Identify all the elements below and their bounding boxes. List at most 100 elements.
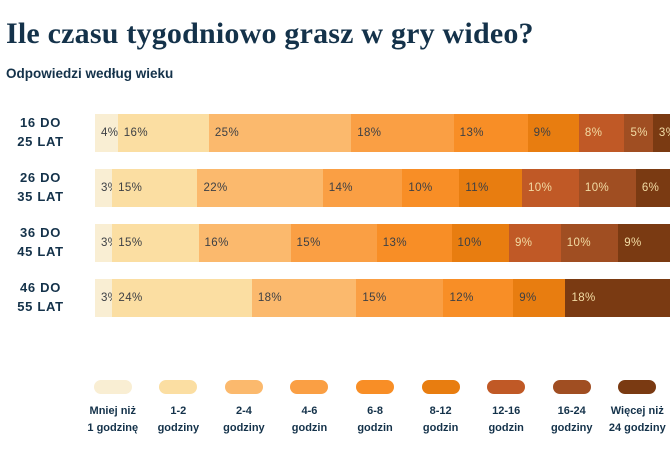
legend-label-line: godziny xyxy=(158,420,200,437)
legend-swatch xyxy=(618,380,656,394)
segment-value-label: 9% xyxy=(618,237,641,249)
segment-value-label: 18% xyxy=(565,292,595,304)
bar-segment: 13% xyxy=(454,114,528,152)
legend-swatch xyxy=(356,380,394,394)
legend-swatch xyxy=(159,380,197,394)
bar-segment: 8% xyxy=(579,114,625,152)
bar-segment: 18% xyxy=(252,279,357,317)
legend-label-line: 6-8 xyxy=(357,403,392,420)
age-group-label-line: 45 LAT xyxy=(17,243,64,262)
segment-value-label: 4% xyxy=(95,127,118,139)
segment-value-label: 10% xyxy=(522,182,552,194)
age-group-label-line: 55 LAT xyxy=(17,298,64,317)
segment-value-label: 10% xyxy=(561,237,591,249)
legend-label-line: godziny xyxy=(551,420,593,437)
segment-value-label: 15% xyxy=(112,182,142,194)
legend-label-line: godziny xyxy=(223,420,265,437)
bar-segment: 18% xyxy=(351,114,453,152)
bar-segment: 24% xyxy=(112,279,251,317)
bar-segment: 3% xyxy=(653,114,670,152)
age-group-label-line: 36 DO xyxy=(20,224,61,243)
bar-segment: 10% xyxy=(452,224,510,262)
segment-value-label: 15% xyxy=(291,237,321,249)
segment-value-label: 24% xyxy=(112,292,142,304)
bar-segment: 3% xyxy=(95,224,112,262)
stacked-bar: 4%16%25%18%13%9%8%5%3% xyxy=(95,114,670,152)
bar-segment: 14% xyxy=(323,169,403,207)
age-group-label-line: 35 LAT xyxy=(17,188,64,207)
segment-value-label: 14% xyxy=(323,182,353,194)
bar-segment: 9% xyxy=(509,224,561,262)
age-group-label-line: 46 DO xyxy=(20,279,61,298)
segment-value-label: 9% xyxy=(509,237,532,249)
bar-segment: 9% xyxy=(528,114,579,152)
segment-value-label: 11% xyxy=(459,182,488,194)
chart-title: Ile czasu tygodniowo grasz w gry wideo? xyxy=(6,17,670,51)
bar-segment: 16% xyxy=(199,224,291,262)
bar-segment: 18% xyxy=(565,279,670,317)
legend-label-line: Mniej niż xyxy=(87,403,138,420)
legend-swatch xyxy=(94,380,132,394)
segment-value-label: 10% xyxy=(579,182,609,194)
age-group-label-line: 25 LAT xyxy=(17,133,64,152)
bar-segment: 9% xyxy=(513,279,565,317)
legend-label-line: godzin xyxy=(423,420,458,437)
bar-segment: 15% xyxy=(291,224,377,262)
stacked-bar: 3%15%16%15%13%10%9%10%9% xyxy=(95,224,670,262)
segment-value-label: 16% xyxy=(199,237,229,249)
legend-label-line: 8-12 xyxy=(423,403,458,420)
legend-label-line: godzin xyxy=(488,420,523,437)
bar-segment: 15% xyxy=(112,224,198,262)
segment-value-label: 9% xyxy=(513,292,536,304)
age-group-label-line: 16 DO xyxy=(20,114,61,133)
legend-label-line: 24 godziny xyxy=(609,420,666,437)
segment-value-label: 9% xyxy=(528,127,551,139)
bar-segment: 11% xyxy=(459,169,522,207)
legend-label-line: 1 godzinę xyxy=(87,420,138,437)
bar-segment: 4% xyxy=(95,114,118,152)
bar-segment: 3% xyxy=(95,169,112,207)
segment-value-label: 18% xyxy=(351,127,381,139)
bar-segment: 13% xyxy=(377,224,452,262)
bar-segment: 10% xyxy=(579,169,636,207)
segment-value-label: 13% xyxy=(454,127,484,139)
bar-segment: 3% xyxy=(95,279,112,317)
legend-swatch xyxy=(290,380,328,394)
legend-swatch xyxy=(422,380,460,394)
bar-segment: 15% xyxy=(112,169,197,207)
legend-label-line: 1-2 xyxy=(158,403,200,420)
segment-value-label: 12% xyxy=(443,292,473,304)
legend-label-line: 4-6 xyxy=(292,403,327,420)
segment-value-label: 15% xyxy=(112,237,142,249)
bar-segment: 5% xyxy=(624,114,652,152)
legend-label-line: Więcej niż xyxy=(609,403,666,420)
segment-value-label: 22% xyxy=(197,182,227,194)
segment-value-label: 8% xyxy=(579,127,602,139)
